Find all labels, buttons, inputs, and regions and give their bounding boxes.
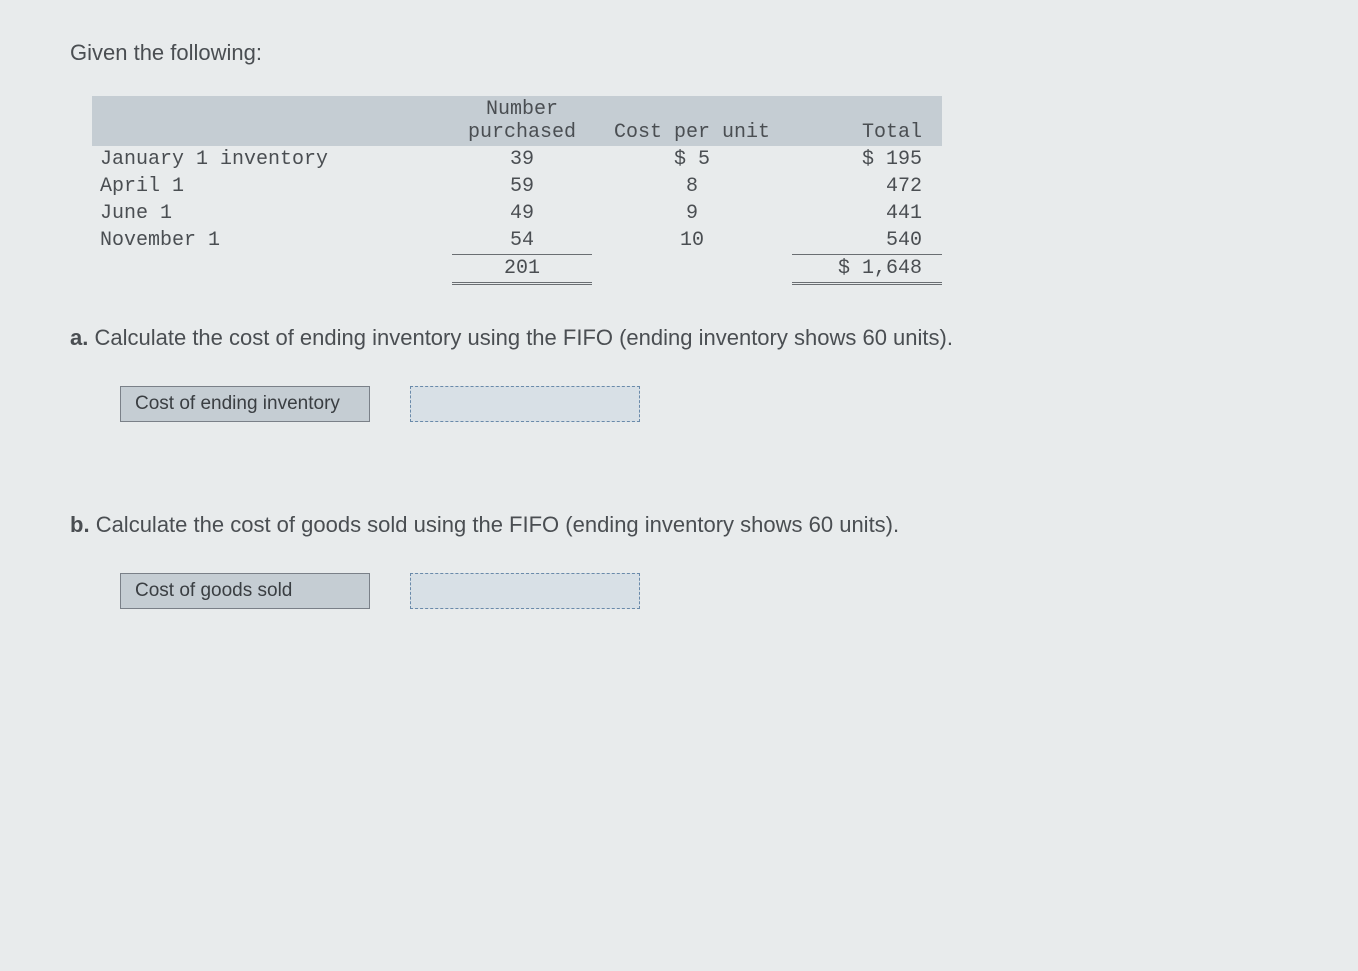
table-row: January 1 inventory 39 $ 5 $ 195 [92, 146, 942, 173]
row-label: April 1 [92, 173, 452, 200]
row-cost: 10 [592, 227, 792, 255]
col-header-number: Number purchased [452, 96, 592, 146]
row-number: 59 [452, 173, 592, 200]
question-a-text: Calculate the cost of ending inventory u… [94, 325, 952, 350]
row-number: 49 [452, 200, 592, 227]
col-header-total: Total [792, 96, 942, 146]
row-label: June 1 [92, 200, 452, 227]
question-b: b. Calculate the cost of goods sold usin… [70, 512, 1288, 538]
answer-b-input[interactable] [410, 573, 640, 609]
answer-a-label: Cost of ending inventory [120, 386, 370, 422]
col-header-blank [92, 96, 452, 146]
row-label: January 1 inventory [92, 146, 452, 173]
answer-a-input[interactable] [410, 386, 640, 422]
table-sum-row: 201 $ 1,648 [92, 255, 942, 284]
row-total: 441 [792, 200, 942, 227]
sum-label [92, 255, 452, 284]
row-number: 39 [452, 146, 592, 173]
question-a-label: a. [70, 325, 88, 350]
row-total: 540 [792, 227, 942, 255]
sum-total: $ 1,648 [792, 255, 942, 284]
row-cost: 9 [592, 200, 792, 227]
sum-cost [592, 255, 792, 284]
question-b-label: b. [70, 512, 90, 537]
inventory-table: Number purchased Cost per unit Total Jan… [92, 96, 942, 285]
row-total: $ 195 [792, 146, 942, 173]
table-row: November 1 54 10 540 [92, 227, 942, 255]
answer-a-row: Cost of ending inventory [120, 386, 1288, 422]
sum-number: 201 [452, 255, 592, 284]
intro-text: Given the following: [70, 40, 1288, 66]
col-header-number-line2: purchased [468, 121, 576, 144]
question-a: a. Calculate the cost of ending inventor… [70, 325, 1288, 351]
answer-b-label: Cost of goods sold [120, 573, 370, 609]
row-total: 472 [792, 173, 942, 200]
table-row: April 1 59 8 472 [92, 173, 942, 200]
answer-b-row: Cost of goods sold [120, 573, 1288, 609]
row-label: November 1 [92, 227, 452, 255]
row-cost: 8 [592, 173, 792, 200]
col-header-cost: Cost per unit [592, 96, 792, 146]
row-number: 54 [452, 227, 592, 255]
table-header-row: Number purchased Cost per unit Total [92, 96, 942, 146]
question-b-text: Calculate the cost of goods sold using t… [96, 512, 899, 537]
table-row: June 1 49 9 441 [92, 200, 942, 227]
row-cost: $ 5 [592, 146, 792, 173]
col-header-number-line1: Number [486, 98, 558, 121]
